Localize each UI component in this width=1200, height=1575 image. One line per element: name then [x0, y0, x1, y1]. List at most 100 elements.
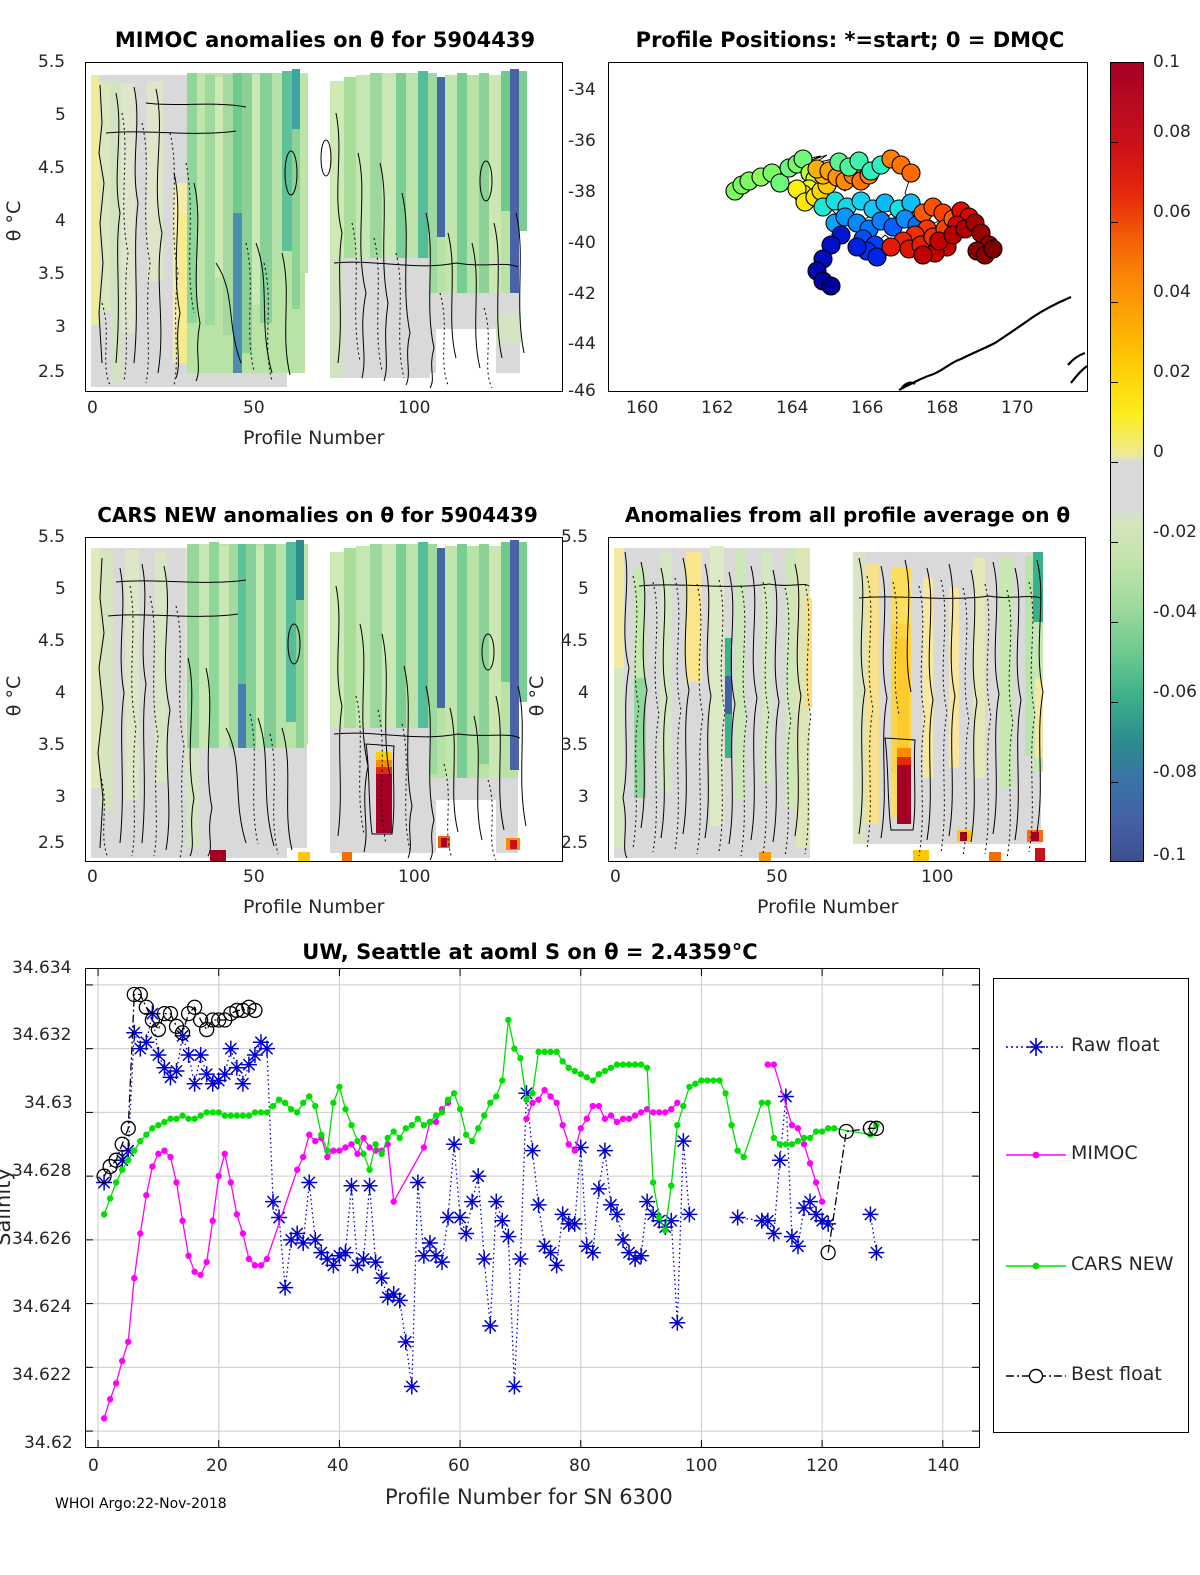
- legend-samples: [1006, 1038, 1066, 1384]
- ts-xtick: 60: [448, 1456, 470, 1476]
- cars-new-anomaly-panel: [85, 537, 563, 862]
- colorbar-tick-label: 0.04: [1153, 282, 1191, 302]
- allavg-ytick: 5.5: [561, 527, 589, 547]
- map-xtick: 160: [626, 398, 659, 418]
- colorbar-tick-label: 0.08: [1153, 122, 1191, 142]
- colorbar-tick-label: -0.04: [1153, 602, 1197, 622]
- map-ytick: -34: [568, 80, 596, 100]
- map-scatter: [725, 149, 1087, 391]
- cars-yaxis-label: θ °C: [3, 675, 26, 717]
- ts-xtick: 100: [685, 1456, 718, 1476]
- map-ytick: -38: [568, 182, 596, 202]
- cars-ytick: 3: [55, 787, 66, 807]
- mimoc-ytick: 3: [55, 317, 66, 337]
- map-ytick: -36: [568, 131, 596, 151]
- colorbar-tick: [1110, 622, 1118, 623]
- map-xtick: 168: [926, 398, 959, 418]
- map-xtick: 164: [776, 398, 809, 418]
- ts-xtick: 20: [206, 1456, 228, 1476]
- colorbar-tick: [1110, 702, 1118, 703]
- series-best-float: [96, 986, 885, 1261]
- map-ytick: -46: [568, 381, 596, 401]
- mimoc-anomaly-panel: [85, 62, 563, 392]
- profile-markers: [725, 149, 1003, 296]
- mimoc-xtick: 100: [398, 398, 431, 418]
- ts-xtick: 120: [806, 1456, 839, 1476]
- ts-yaxis-label: Salinity: [0, 1168, 15, 1246]
- cars-ytick: 2.5: [38, 833, 66, 853]
- cars-xtick: 50: [243, 867, 265, 887]
- ts-ytick: 34.628: [12, 1161, 72, 1181]
- cars-ytick: 4.5: [38, 631, 66, 651]
- salinity-timeseries-panel: [85, 968, 980, 1448]
- allavg-xtick: 100: [921, 867, 954, 887]
- legend-best-float-sample: [1006, 1368, 1066, 1384]
- ts-ytick: 34.634: [12, 958, 72, 978]
- cars-xaxis-label: Profile Number: [243, 896, 385, 918]
- series-raw-float: [96, 1005, 885, 1395]
- cars-contour-image: [91, 538, 527, 861]
- colorbar-tick: [1110, 782, 1118, 783]
- ts-ytick: 34.624: [12, 1297, 72, 1317]
- cars-ytick: 4: [55, 683, 66, 703]
- cars-ytick: 3.5: [38, 735, 66, 755]
- allavg-xaxis-label: Profile Number: [757, 896, 899, 918]
- allavg-ytick: 3.5: [561, 735, 589, 755]
- mimoc-ytick: 5.5: [38, 52, 66, 72]
- colorbar-tick-label: -0.1: [1153, 845, 1187, 865]
- ts-ytick: 34.63: [24, 1093, 73, 1113]
- timeseries-legend: [993, 978, 1189, 1433]
- start-marker: [834, 290, 852, 308]
- timeseries-plot: [86, 969, 979, 1447]
- legend-mimoc-sample: [1006, 1151, 1066, 1159]
- ts-ytick: 34.626: [12, 1229, 72, 1249]
- colorbar-tick-label: 0.1: [1153, 52, 1181, 72]
- map-xtick: 166: [851, 398, 884, 418]
- ts-ytick: 34.62: [24, 1433, 73, 1453]
- allavg-panel-title: Anomalies from all profile average on θ: [624, 503, 1071, 527]
- allavg-ytick: 5: [578, 579, 589, 599]
- cars-ytick: 5: [55, 579, 66, 599]
- ts-xtick: 140: [927, 1456, 960, 1476]
- cars-xtick: 0: [87, 867, 98, 887]
- colorbar-tick: [1110, 222, 1118, 223]
- mimoc-contour-image: [91, 63, 527, 391]
- map-ytick: -42: [568, 284, 596, 304]
- colorbar-tick-label: 0: [1153, 442, 1164, 462]
- colorbar-tick: [1110, 462, 1118, 463]
- colorbar-tick: [1110, 542, 1118, 543]
- ts-ytick: 34.632: [12, 1025, 72, 1045]
- mimoc-ytick: 4.5: [38, 158, 66, 178]
- map-panel-title: Profile Positions: *=start; 0 = DMQC: [635, 28, 1065, 52]
- allavg-contour-image: [614, 538, 1045, 861]
- cars-panel-title: CARS NEW anomalies on θ for 5904439: [97, 503, 538, 527]
- map-xtick: 162: [701, 398, 734, 418]
- ts-xtick: 80: [569, 1456, 591, 1476]
- allavg-ytick: 4.5: [561, 631, 589, 651]
- mimoc-panel-title: MIMOC anomalies on θ for 5904439: [114, 28, 536, 52]
- colorbar-tick: [1110, 142, 1118, 143]
- colorbar-tick-label: -0.06: [1153, 682, 1197, 702]
- legend-label-mimoc: MIMOC: [1071, 1142, 1138, 1164]
- mimoc-xtick: 50: [243, 398, 265, 418]
- legend-label-raw-float: Raw float: [1071, 1034, 1160, 1056]
- allavg-yaxis-label: θ °C: [526, 675, 549, 717]
- colorbar-tick-label: -0.02: [1153, 522, 1197, 542]
- ts-xtick: 0: [88, 1456, 99, 1476]
- coastline-path: [898, 295, 1087, 391]
- colorbar-tick: [1110, 382, 1118, 383]
- ts-xaxis-label: Profile Number for SN 6300: [385, 1485, 673, 1509]
- timeseries-panel-title: UW, Seattle at aoml S on θ = 2.4359°C: [302, 940, 758, 964]
- allavg-xtick: 50: [766, 867, 788, 887]
- map-ytick: -44: [568, 334, 596, 354]
- colorbar-tick-label: -0.08: [1153, 762, 1197, 782]
- legend-label-best-float: Best float: [1071, 1363, 1162, 1385]
- colorbar-tick-label: 0.02: [1153, 362, 1191, 382]
- series-cars-new: [100, 1016, 880, 1234]
- allavg-ytick: 4: [578, 683, 589, 703]
- figure-footer: WHOI Argo:22-Nov-2018: [55, 1496, 227, 1512]
- mimoc-ytick: 5: [55, 105, 66, 125]
- mimoc-xtick: 0: [87, 398, 98, 418]
- allavg-ytick: 2.5: [561, 833, 589, 853]
